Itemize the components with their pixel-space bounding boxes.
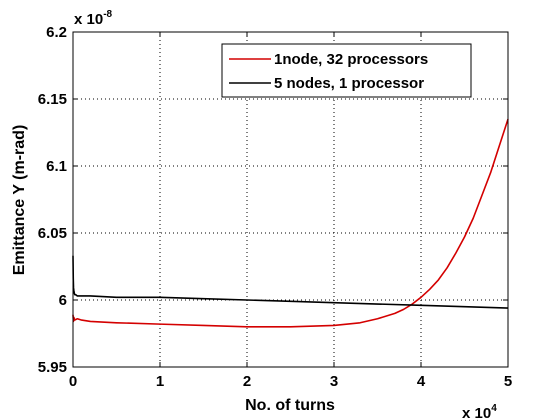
y-tick-label: 6.1: [46, 158, 67, 175]
x-tick-label: 2: [243, 373, 251, 390]
legend-box: [221, 43, 472, 98]
y-tick-labels: 5.95 6 6.05 6.1 6.15 6.2: [38, 24, 67, 376]
x-tick-label: 5: [504, 373, 512, 390]
legend: 1node, 32 processors 5 nodes, 1 processo…: [221, 43, 472, 98]
series-line-2: [72, 255, 509, 309]
y-tick-label: 6.15: [38, 91, 67, 108]
legend-label-series-1: 1node, 32 processors: [274, 51, 428, 68]
x-tick-labels: 0 1 2 3 4 5: [69, 373, 512, 390]
x-axis-title: No. of turns: [245, 397, 335, 414]
grid: [73, 32, 508, 367]
y-axis-title: Emittance Y (m-rad): [11, 125, 28, 276]
x-tick-label: 0: [69, 373, 77, 390]
y-tick-label: 6: [59, 292, 67, 309]
x-tick-label: 1: [156, 373, 164, 390]
x-axis-multiplier: x 104: [462, 403, 497, 420]
y-axis-multiplier: x 10-8: [74, 9, 113, 28]
x-tick-label: 4: [417, 373, 426, 390]
y-tick-label: 6.2: [46, 24, 67, 41]
x-tick-label: 3: [330, 373, 338, 390]
y-tick-label: 6.05: [38, 225, 67, 242]
plot-frame: [72, 31, 509, 368]
series-line-1: [72, 118, 509, 328]
series-lines: [72, 118, 509, 328]
axis-ticks: [72, 31, 509, 368]
y-tick-label: 5.95: [38, 359, 67, 376]
legend-label-series-2: 5 nodes, 1 processor: [274, 75, 424, 92]
